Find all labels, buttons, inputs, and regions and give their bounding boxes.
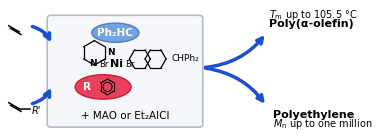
- Text: Ph₂HC: Ph₂HC: [98, 28, 133, 38]
- Text: Br: Br: [125, 60, 134, 69]
- Text: R: R: [84, 82, 91, 92]
- Ellipse shape: [92, 23, 139, 42]
- Text: + MAO or Et₂AlCl: + MAO or Et₂AlCl: [81, 111, 169, 121]
- FancyBboxPatch shape: [47, 15, 203, 127]
- Text: N: N: [107, 48, 115, 57]
- Text: R': R': [31, 106, 41, 116]
- Text: N: N: [89, 59, 96, 68]
- Text: $M_{\mathrm{n}}$ up to one million: $M_{\mathrm{n}}$ up to one million: [273, 117, 372, 131]
- Text: Br: Br: [99, 60, 109, 69]
- Text: Polyethylene: Polyethylene: [273, 110, 354, 120]
- Text: CHPh₂: CHPh₂: [171, 54, 199, 64]
- Ellipse shape: [75, 75, 131, 99]
- Text: Poly(α-olefin): Poly(α-olefin): [269, 19, 354, 29]
- Text: $T_{\mathrm{m}}$ up to 105.5 °C: $T_{\mathrm{m}}$ up to 105.5 °C: [269, 8, 358, 22]
- Text: Ni: Ni: [110, 59, 123, 69]
